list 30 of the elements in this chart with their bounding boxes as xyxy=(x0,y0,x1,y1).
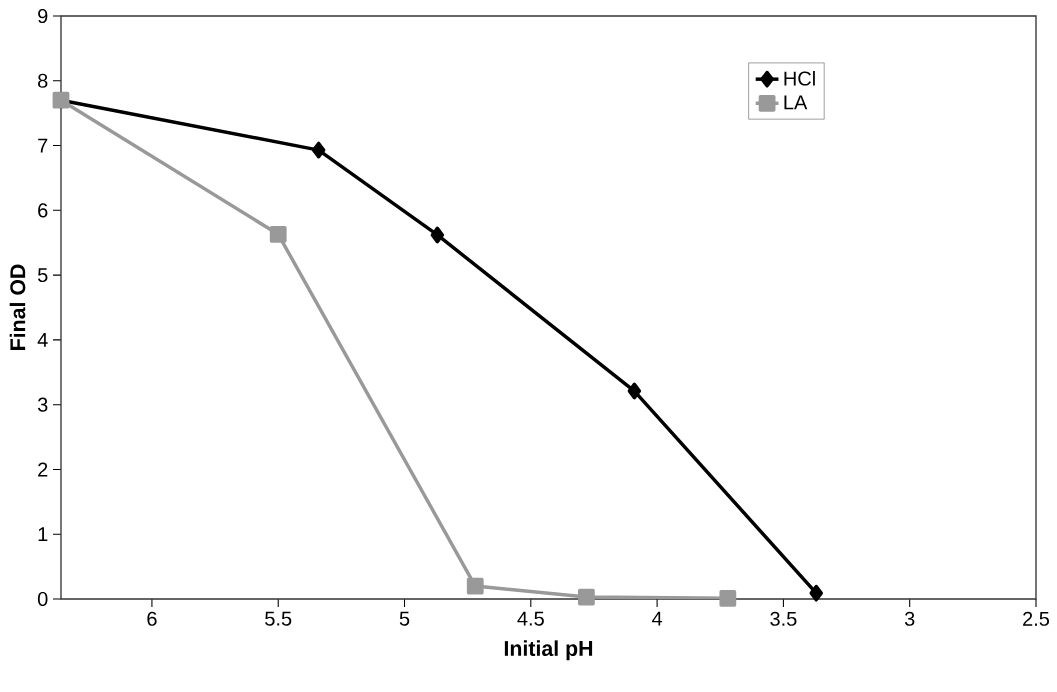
point xyxy=(311,141,326,159)
y-tick-label: 8 xyxy=(38,73,48,88)
y-tick-label: 7 xyxy=(38,138,48,153)
y-tick-label: 9 xyxy=(38,8,48,24)
x-axis-title: Initial pH xyxy=(504,640,593,661)
y-tick-label: 4 xyxy=(37,333,48,347)
point xyxy=(719,589,737,607)
x-tick-label: 3.5 xyxy=(770,611,797,626)
y-tick-label: 5 xyxy=(37,268,48,283)
point xyxy=(627,382,642,400)
point xyxy=(577,588,595,606)
y-axis-title: Final OD xyxy=(9,264,26,350)
y-tick-label: 2 xyxy=(38,462,48,477)
point xyxy=(809,584,823,602)
x-tick-label: 4 xyxy=(652,611,663,626)
point xyxy=(430,226,445,244)
y-tick-label: 3 xyxy=(37,397,48,412)
y-tick-label: 1 xyxy=(38,527,48,542)
legend-label: HCl xyxy=(784,70,815,86)
y-tick-label: 0 xyxy=(37,591,48,607)
x-tick-label: 5 xyxy=(399,611,410,626)
y-tick-label: 6 xyxy=(38,203,48,218)
x-tick-label: 2.5 xyxy=(1023,611,1050,626)
x-tick-label: 5.5 xyxy=(265,611,292,626)
legend-label: LA xyxy=(784,95,808,110)
point xyxy=(466,577,484,595)
x-tick-label: 6 xyxy=(147,611,157,626)
x-tick-label: 4.5 xyxy=(517,611,544,626)
x-tick-label: 3 xyxy=(904,611,915,626)
point xyxy=(269,225,287,243)
